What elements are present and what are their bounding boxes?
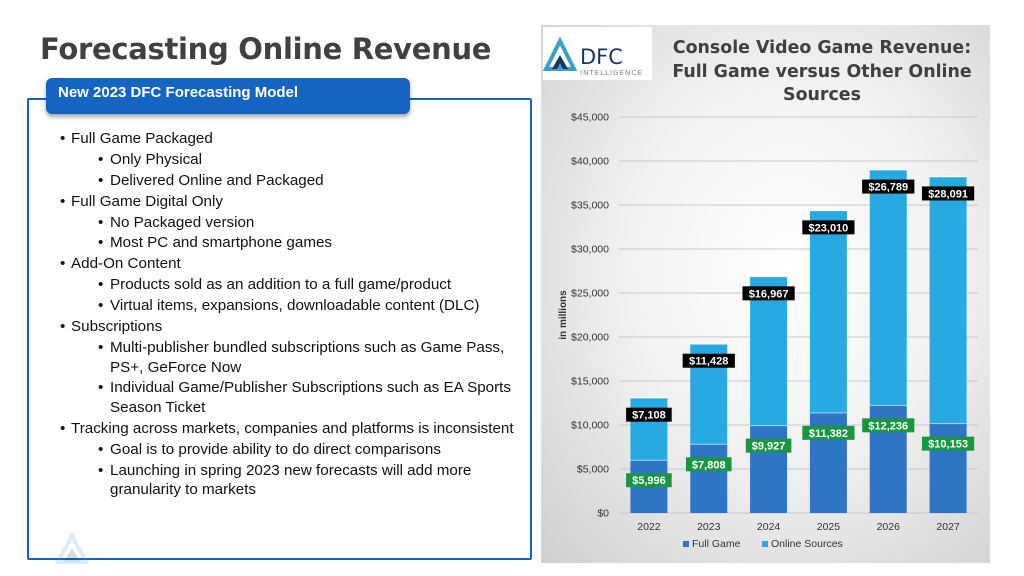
bullet-item: Add-On Content: [60, 254, 520, 274]
stacked-bar-chart: $0 $5,000 $10,000 $15,000 $20,000 $25,000 $30,…: [558, 112, 978, 550]
dfc-logo-mark: DFC INTELLIGENCE: [542, 36, 643, 77]
bullet-item: Tracking across markets, companies and p…: [60, 419, 520, 439]
sub-bullet-item: Only Physical: [60, 150, 520, 170]
bar-online-sources-2027: [929, 176, 967, 424]
legend-swatch-full-game: [683, 541, 689, 547]
data-label-full-game: $5,996: [632, 475, 666, 487]
sub-bullet-item: No Packaged version: [60, 213, 520, 233]
y-tick-label: $25,000: [571, 288, 609, 300]
dfc-watermark-logo: [54, 531, 90, 564]
x-tick-label: 2023: [697, 521, 721, 533]
bar-online-sources-2024: [750, 276, 788, 426]
chart-title: Console Video Game Revenue: Full Game ve…: [672, 38, 972, 105]
model-heading: New 2023 DFC Forecasting Model: [46, 78, 410, 114]
bullet-item: Full Game Digital Only: [60, 192, 520, 212]
data-label-online-sources-bg: [682, 353, 735, 368]
sub-bullet-item: Products sold as an addition to a full g…: [60, 275, 520, 295]
y-tick-label: $10,000: [571, 420, 609, 432]
data-label-full-game-bg: [685, 457, 732, 472]
data-label-online-sources-bg: [626, 407, 672, 422]
data-label-full-game-bg: [862, 418, 915, 433]
y-axis-label: in millions: [558, 290, 569, 340]
data-label-full-game-bg: [745, 438, 792, 453]
y-tick-label: $20,000: [571, 332, 609, 344]
y-tick-label: $0: [597, 508, 609, 520]
sub-bullet-item: Goal is to provide ability to do direct …: [60, 440, 520, 460]
y-tick-label: $15,000: [571, 376, 609, 388]
data-label-full-game-bg: [802, 425, 855, 440]
bullet-item: Subscriptions: [60, 317, 520, 337]
legend-label-online-sources: Online Sources: [771, 538, 843, 550]
slide-title: Forecasting Online Revenue: [40, 32, 492, 66]
x-tick-label: 2026: [877, 521, 901, 533]
data-label-full-game: $7,808: [692, 459, 726, 471]
y-tick-label: $30,000: [571, 244, 609, 256]
y-tick-label: $5,000: [577, 464, 609, 476]
data-label-full-game-bg: [626, 473, 672, 488]
legend-swatch-online-sources: [762, 541, 768, 547]
bar-online-sources-2025: [809, 210, 847, 413]
bullet-item: Full Game Packaged: [60, 129, 520, 149]
y-tick-label: $40,000: [571, 156, 609, 168]
legend-label-full-game: Full Game: [692, 538, 741, 550]
x-tick-label: 2024: [757, 521, 781, 533]
y-tick-label: $45,000: [571, 112, 609, 124]
data-label-full-game: $11,382: [809, 428, 848, 440]
x-tick-label: 2025: [817, 521, 841, 533]
dfc-logo: DFC INTELLIGENCE: [542, 27, 652, 80]
data-label-online-sources-bg: [862, 179, 915, 194]
data-label-full-game: $12,236: [868, 420, 908, 432]
y-tick-label: $35,000: [571, 200, 609, 212]
sub-bullet-item: Most PC and smartphone games: [60, 233, 520, 253]
bar-full-game-2023: [690, 444, 728, 513]
data-label-online-sources: $26,789: [868, 182, 908, 194]
dfc-logo-tagline: INTELLIGENCE: [580, 68, 643, 77]
bullet-list: Full Game PackagedOnly PhysicalDelivered…: [60, 129, 520, 501]
data-label-online-sources: $7,108: [632, 410, 666, 422]
data-label-online-sources: $23,010: [809, 222, 849, 234]
data-label-full-game: $9,927: [752, 441, 786, 453]
bar-online-sources-2026: [869, 169, 907, 406]
data-label-online-sources-bg: [742, 286, 795, 301]
data-label-online-sources-bg: [802, 220, 855, 235]
bar-online-sources-2022: [630, 397, 668, 461]
sub-bullet-item: Individual Game/Publisher Subscriptions …: [60, 378, 520, 417]
data-label-full-game: $10,153: [928, 439, 968, 451]
sub-bullet-item: Delivered Online and Packaged: [60, 171, 520, 191]
sub-bullet-item: Virtual items, expansions, downloadable …: [60, 296, 520, 316]
data-label-online-sources: $28,091: [928, 188, 968, 200]
data-label-online-sources-bg: [921, 186, 975, 201]
dfc-logo-name: DFC: [580, 45, 623, 69]
data-label-online-sources: $11,428: [689, 356, 728, 368]
sub-bullet-item: Launching in spring 2023 new forecasts w…: [60, 461, 520, 500]
sub-bullet-item: Multi-publisher bundled subscriptions su…: [60, 338, 520, 377]
x-tick-label: 2027: [936, 521, 960, 533]
data-label-full-game-bg: [921, 436, 975, 451]
x-tick-label: 2022: [637, 521, 661, 533]
data-label-online-sources: $16,967: [749, 288, 789, 300]
